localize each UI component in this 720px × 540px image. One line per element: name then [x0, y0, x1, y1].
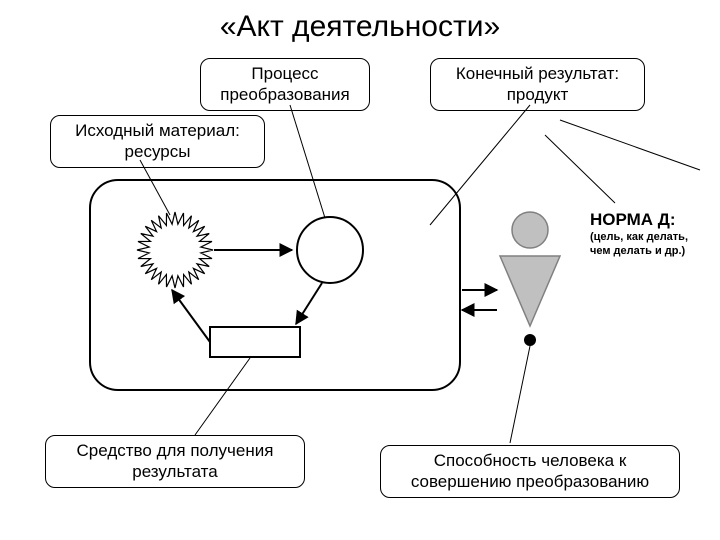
label-ability: Способность человека ксовершению преобра… — [380, 445, 680, 498]
label-tool: Средство для получениярезультата — [45, 435, 305, 488]
label-process: Процесспреобразования — [200, 58, 370, 111]
norma-subtitle: (цель, как делать, чем делать и др.) — [590, 230, 700, 259]
label-source: Исходный материал:ресурсы — [50, 115, 265, 168]
norma-label: НОРМА Д: — [590, 210, 676, 230]
diagram-title: «Акт деятельности» — [0, 10, 720, 44]
label-result: Конечный результат:продукт — [430, 58, 645, 111]
